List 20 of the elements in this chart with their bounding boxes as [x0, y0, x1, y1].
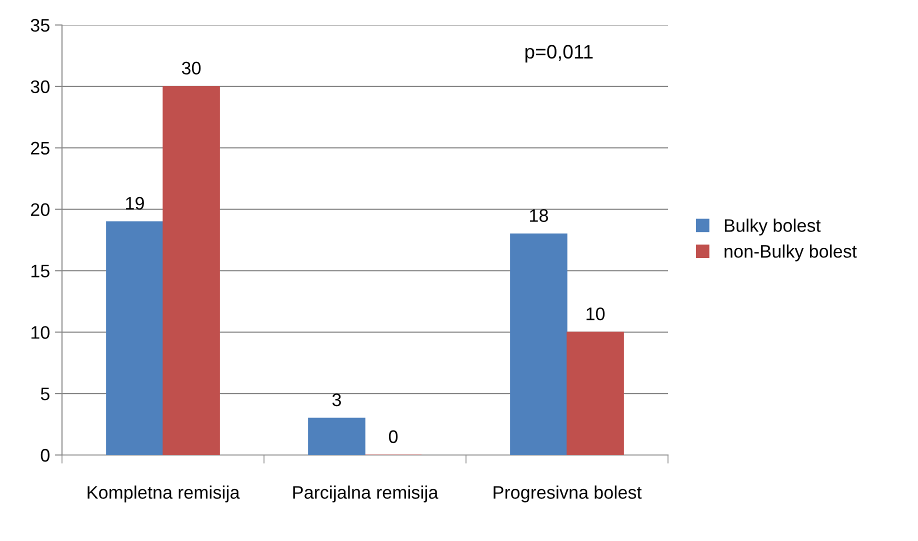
y-tick-label: 15 — [31, 264, 50, 278]
y-tick-label: 30 — [30, 80, 50, 94]
y-tick-label: 35 — [30, 18, 50, 32]
data-label: 0 — [388, 430, 398, 444]
data-label: 10 — [586, 307, 605, 320]
x-tick-label: Kompletna remisija — [88, 486, 240, 502]
legend-label: non-Bulky bolest — [724, 244, 857, 262]
x-tick-label: Parcijalna remisija — [293, 486, 438, 502]
legend-label: Bulky bolest — [724, 218, 821, 236]
data-label: 19 — [126, 196, 144, 210]
y-tick-label: 0 — [40, 448, 50, 462]
y-tick-label: 5 — [40, 388, 50, 400]
y-tick-label: 20 — [31, 203, 50, 216]
data-label: 30 — [182, 62, 201, 75]
data-label: 18 — [530, 209, 548, 222]
x-tick-label: Progresivna bolest — [494, 486, 642, 502]
annotation: p=0,011 — [525, 44, 593, 62]
data-label: 3 — [332, 393, 341, 406]
y-tick-label: 25 — [31, 142, 50, 155]
y-tick-label: 10 — [31, 326, 50, 339]
